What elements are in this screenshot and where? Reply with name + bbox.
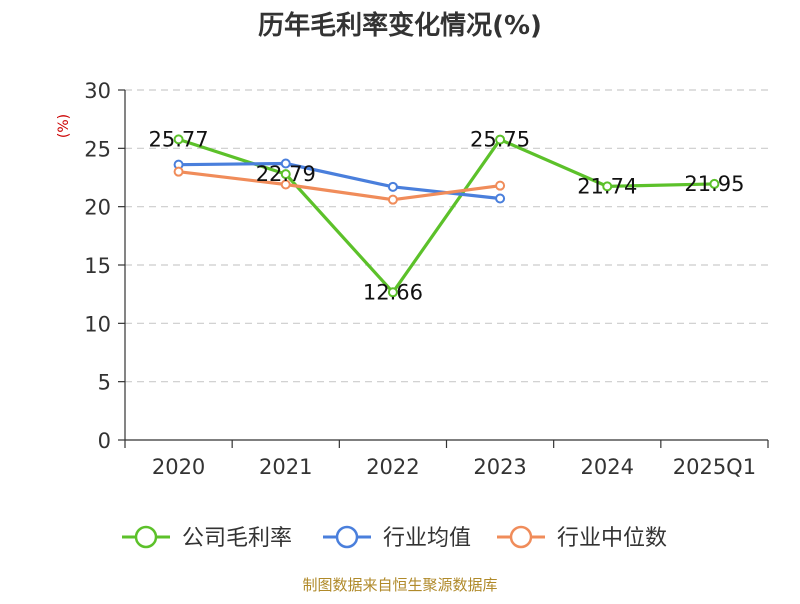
legend-entry: 行业均值 [383, 526, 471, 551]
y-tick-label: 5 [98, 371, 111, 395]
data-point [495, 134, 506, 145]
data-point [280, 158, 291, 169]
x-tick-label: 2022 [366, 455, 419, 479]
series-line [178, 170, 501, 202]
data-point [280, 169, 291, 180]
data-point [173, 134, 184, 145]
x-tick-label: 2021 [259, 455, 312, 479]
data-point [387, 287, 398, 298]
axes: 0 5 10 15 20 25 30 2020 2021 2022 2023 2024 2025Q1 [84, 79, 769, 479]
data-point [602, 181, 613, 192]
y-tick-label: 25 [84, 137, 111, 161]
series-lines [173, 134, 720, 298]
legend-swatch-marker [335, 525, 359, 549]
data-point [495, 193, 506, 204]
legend-entry: 公司毛利率 [182, 526, 292, 551]
source-note: 制图数据来自恒生聚源数据库 [302, 576, 497, 594]
data-point [280, 179, 291, 190]
data-point [495, 180, 506, 191]
legend-swatch-marker [509, 525, 533, 549]
x-tick-label: 2025Q1 [673, 455, 756, 479]
y-axis-unit: (%) [56, 114, 72, 138]
series-line [178, 137, 715, 294]
data-point [387, 181, 398, 192]
data-point [709, 178, 720, 189]
y-tick-label: 15 [84, 254, 111, 278]
y-tick-label: 10 [84, 312, 111, 336]
legend-swatch-marker [134, 525, 158, 549]
y-tick-label: 0 [98, 429, 111, 453]
data-label: 25.75 [470, 128, 530, 152]
data-label: 21.74 [577, 174, 637, 198]
y-tick-label: 20 [84, 196, 111, 220]
data-point [173, 166, 184, 177]
x-tick-label: 2024 [581, 455, 634, 479]
x-tick-label: 2023 [473, 455, 526, 479]
y-tick-label: 30 [84, 79, 111, 103]
data-point [387, 194, 398, 205]
grid-lines [125, 89, 768, 383]
data-label: 12.66 [363, 280, 423, 304]
data-label: 22.79 [256, 162, 316, 186]
legend-entry: 行业中位数 [557, 526, 667, 551]
legend: 公司毛利率 行业均值 行业中位数 [122, 525, 667, 551]
x-tick-label: 2020 [152, 455, 205, 479]
chart-title: 历年毛利率变化情况(%) [258, 10, 542, 41]
data-labels: 25.77 22.79 12.66 25.75 21.74 21.95 [149, 127, 745, 304]
data-label: 25.77 [149, 127, 209, 151]
data-label: 21.95 [684, 172, 744, 196]
